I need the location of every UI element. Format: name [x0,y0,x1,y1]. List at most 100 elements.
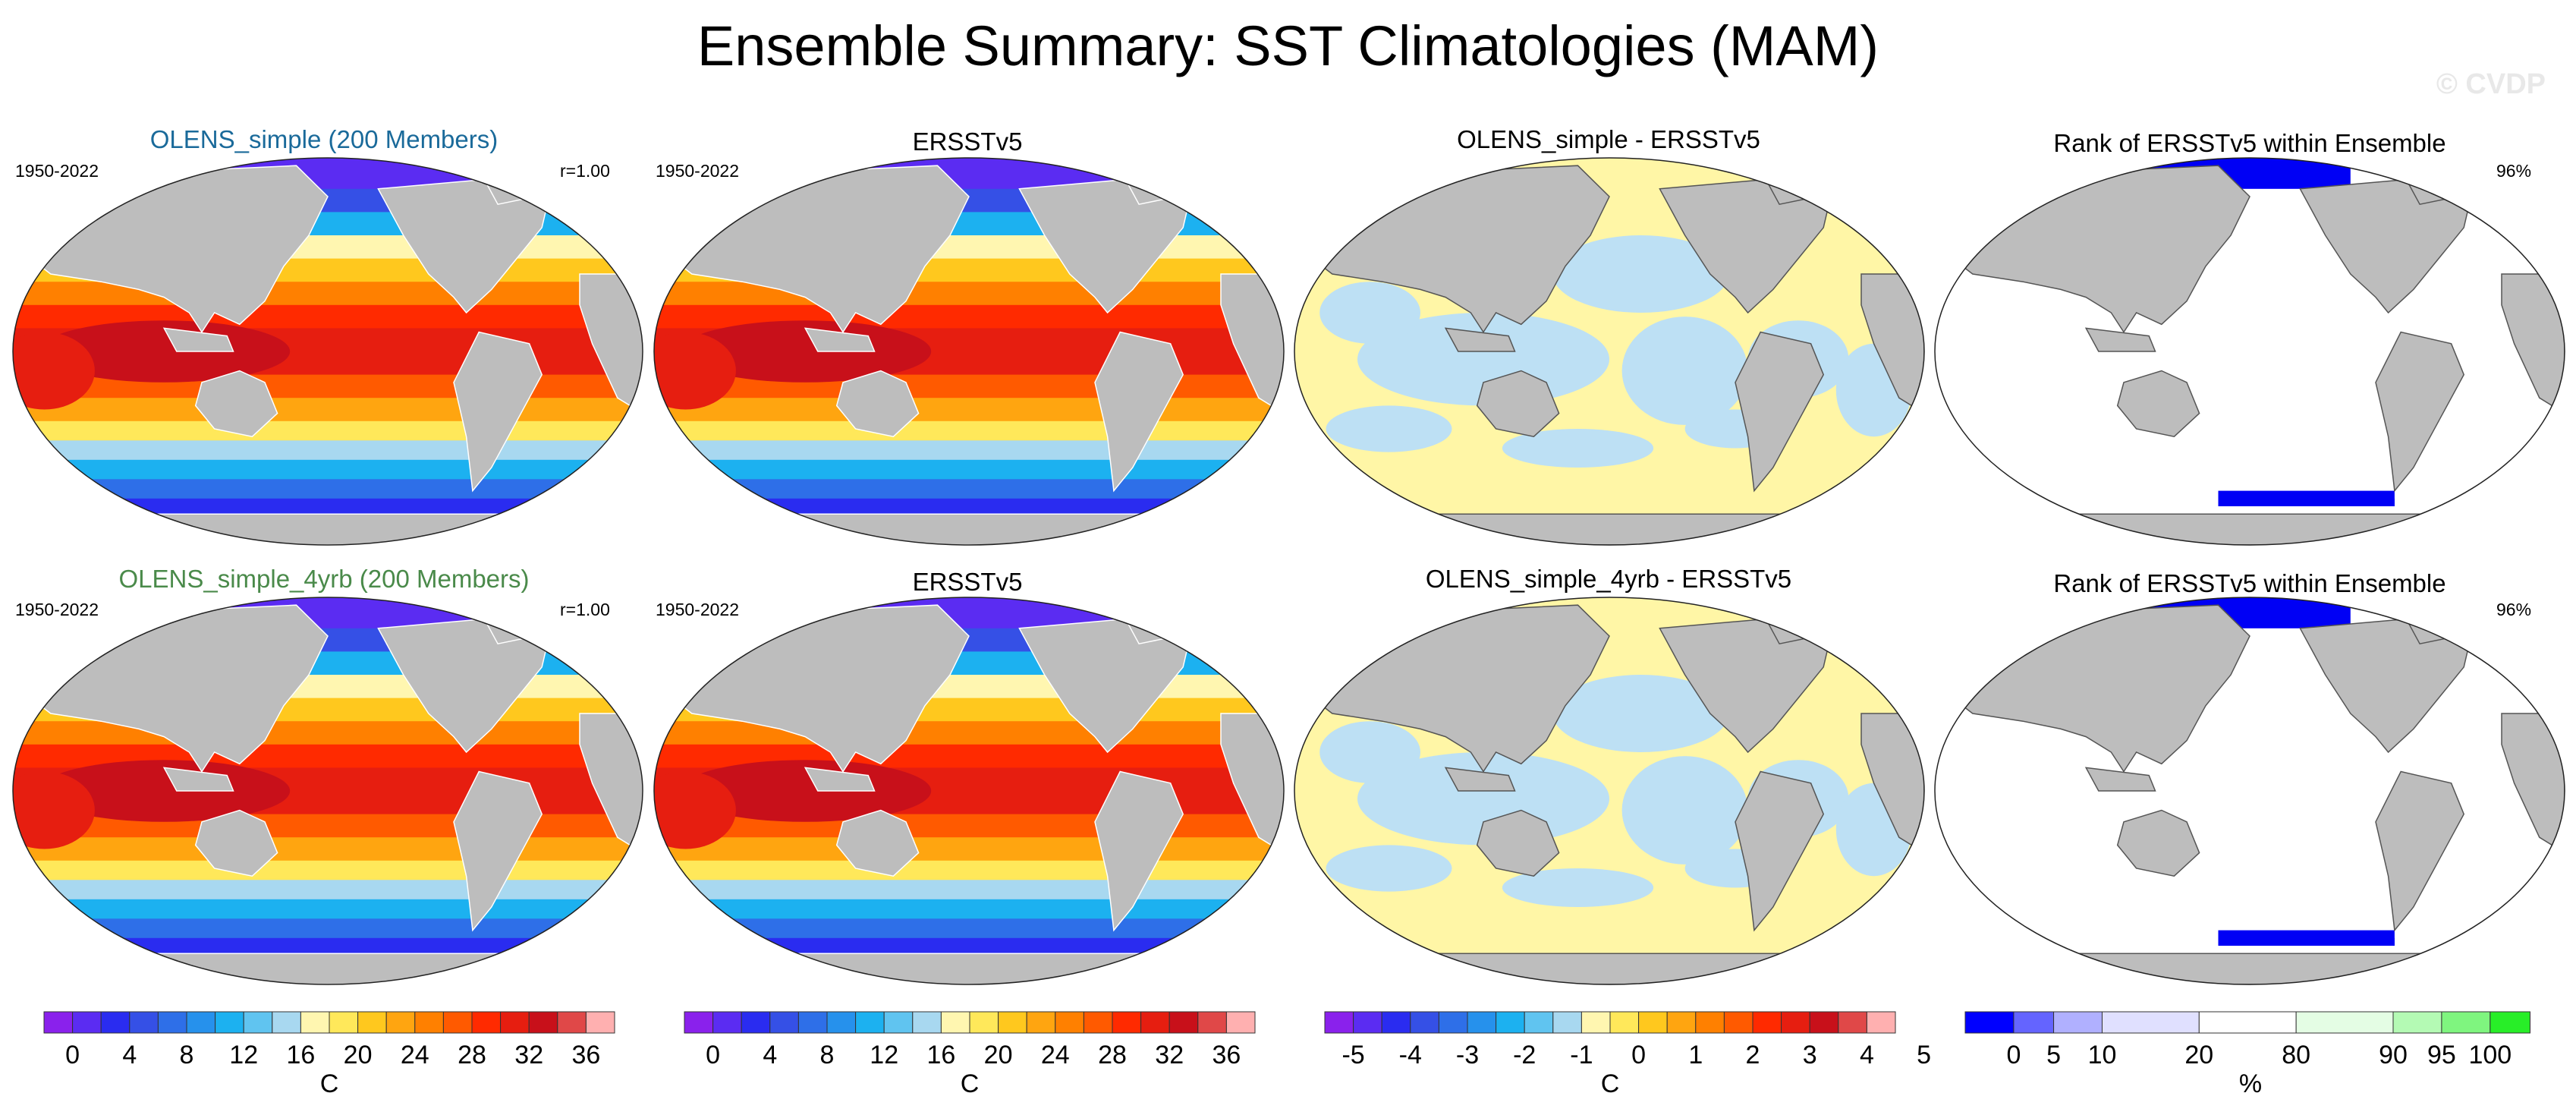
colorbar-tick-label: -3 [1456,1041,1479,1069]
diff-negative [1621,756,1748,865]
colorbar-tick-label: -4 [1399,1041,1422,1069]
colorbar-box [272,1011,301,1034]
colorbar-tick-label: 4 [122,1041,137,1069]
colorbar-box [585,1011,615,1034]
colorbar-tick-label: 4 [763,1041,777,1069]
sst-band [654,899,1284,920]
colorbar-tick-label: 2 [1746,1041,1760,1069]
panel-period-model-1: 1950-2022 [15,161,99,181]
colorbar-box [1581,1011,1611,1034]
colorbar-box [1552,1011,1582,1034]
land-africa [1860,713,1924,854]
diff-negative [1552,235,1729,313]
colorbar-box [1723,1011,1754,1034]
sst-band [13,880,643,900]
colorbar-box [1838,1011,1867,1034]
sst-band [13,440,643,461]
colorbar-box [684,1011,714,1034]
land-africa [2501,713,2565,854]
diff-negative [1502,429,1654,468]
colorbar-box [1168,1011,1199,1034]
colorbar-tick-label: 0 [1631,1041,1646,1069]
colorbar-box [414,1011,444,1034]
colorbar-box [741,1011,771,1034]
colorbar-box [129,1011,159,1034]
colorbar-tick-label: 0 [2006,1041,2021,1069]
map-outline [653,597,1285,985]
page-title: Ensemble Summary: SST Climatologies (MAM… [697,14,1879,77]
land-australia [194,370,278,438]
panel-period-obs-2: 1950-2022 [656,600,739,619]
panel-title-model-1: OLENS_simple (200 Members) [149,125,499,153]
colorbar-box [1112,1011,1142,1034]
colorbar-box [471,1011,502,1034]
panel-title-model-2: OLENS_simple_4yrb (200 Members) [118,565,530,593]
land-samerica [453,331,543,493]
sst-band [654,398,1284,422]
colorbar-unit: C [961,1069,980,1098]
colorbar-box [1964,1011,2015,1034]
land-indo [162,767,234,792]
colorbar-box [500,1011,530,1034]
land-samerica [453,770,543,932]
colorbar-box [1752,1011,1782,1034]
colorbar-box [712,1011,742,1034]
colorbar-tick-label: 1 [1688,1041,1703,1069]
land-africa [579,713,643,854]
colorbar-tick-label: 80 [2282,1041,2310,1069]
colorbar-box [1083,1011,1113,1034]
colorbar-tick-label: 32 [1155,1041,1184,1069]
colorbar-box [1353,1011,1382,1034]
colorbar-tick-label: 95 [2427,1041,2456,1069]
panel-title-obs-1: ERSSTv5 [912,128,1023,156]
land-indo [162,327,234,352]
land-africa [579,273,643,414]
colorbar-obs: 0 4 8 12 16 20 24 28 32 36 C [684,1011,1256,1098]
sst-band [654,420,1284,442]
colorbar-box [357,1011,387,1034]
colorbar-box [557,1011,587,1034]
land-africa [1860,273,1924,414]
colorbar-tick-label: 36 [571,1041,600,1069]
colorbar-tick-label: 100 [2468,1041,2512,1069]
colorbar-box [1324,1011,1354,1034]
sst-band [654,860,1284,881]
colorbar-box [385,1011,416,1034]
colorbar-box [2013,1011,2055,1034]
colorbar-box [1638,1011,1668,1034]
map-outline [12,597,643,985]
sst-band [13,899,643,920]
colorbar-box [769,1011,799,1034]
colorbar-box [1524,1011,1554,1034]
colorbar-box [1809,1011,1839,1034]
colorbar-tick-label: 4 [1860,1041,1874,1069]
panel-period-model-2: 1950-2022 [15,600,99,619]
colorbar-box [969,1011,999,1034]
colorbar-box [2295,1011,2394,1034]
colorbar-unit: C [320,1069,339,1098]
land-australia [835,370,920,438]
colorbar-tick-label: 20 [344,1041,373,1069]
colorbar-tick-label: -2 [1513,1041,1536,1069]
colorbar-tick-label: 32 [514,1041,543,1069]
map-outline [1294,157,1925,546]
colorbar-tick-label: 8 [820,1041,835,1069]
colorbar-tick-label: 20 [2184,1041,2213,1069]
land-samerica [2375,770,2465,932]
panel-period-obs-1: 1950-2022 [656,161,739,181]
colorbar-box [1225,1011,1256,1034]
panel-title-diff-1: OLENS_simple - ERSSTv5 [1457,125,1760,153]
diff-negative [1326,845,1452,892]
colorbar-box [100,1011,131,1034]
diff-negative [1319,721,1420,783]
colorbar-box [2101,1011,2200,1034]
colorbar-unit: C [1601,1069,1620,1098]
colorbar-box [300,1011,330,1034]
land-africa [2501,273,2565,414]
panel-pct-rank-2: 96% [2496,600,2532,619]
map-diff-1 [1294,157,1925,546]
panel-title-obs-2: ERSSTv5 [912,568,1023,596]
colorbar-tick-label: 90 [2379,1041,2408,1069]
panel-corr-model-2: r=1.00 [560,600,610,619]
